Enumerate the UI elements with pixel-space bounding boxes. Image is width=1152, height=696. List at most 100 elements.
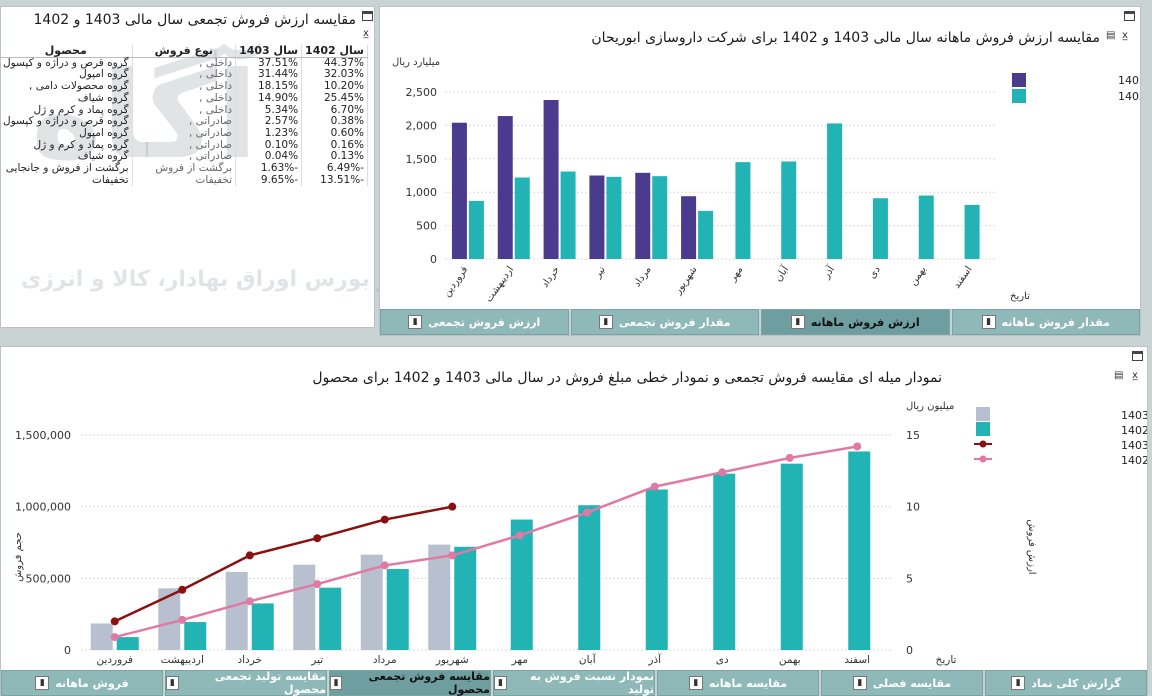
x-axis-label: تاریخ — [936, 654, 957, 666]
bar — [497, 116, 513, 259]
monthly-value-chart: میلیارد ریال 0 500 1,000 1,500 2,000 2,500 فرور… — [392, 57, 1140, 304]
cell-product: گروه پماد و کرم و ژل — [0, 104, 133, 117]
table-row[interactable]: 10.20% 18.15% داخلی , گروه محصولات دامی , — [0, 80, 368, 93]
line-point — [245, 597, 254, 606]
x-tick-label: شهریور — [435, 654, 469, 666]
maximize-icon[interactable] — [1132, 351, 1143, 361]
table-row[interactable]: 32.03% 31.44% داخلی , گروه امپول — [0, 69, 368, 82]
tab-label: مقایسه تولید تجمعی محصول — [214, 670, 326, 696]
line-point — [785, 453, 794, 462]
tab-0[interactable]: مقدار فروش ماهانه ▮ — [951, 309, 1140, 335]
bar — [735, 162, 751, 259]
cell-1402: 10.20% — [301, 80, 368, 93]
cell-product: گروه امپول — [0, 69, 133, 82]
table-row[interactable]: -13.51% -9.65% تخفیفات تخفیفات — [0, 174, 368, 187]
bar — [158, 588, 181, 650]
table-row[interactable]: 0.38% 2.57% صادراتی , گروه قرص و دراژه و کپ… — [0, 116, 368, 128]
tab-0[interactable]: گزارش کلی نماد ▮ — [985, 670, 1147, 696]
tab-label: مقدار فروش تجمعی — [618, 315, 731, 329]
tab-1[interactable]: ارزش فروش ماهانه ▮ — [761, 309, 950, 335]
bar — [872, 198, 888, 259]
bar — [713, 473, 736, 650]
x-tick-label: دی — [716, 654, 729, 666]
legend-label: حجم فروش تجمعی 1402 — [1121, 424, 1147, 437]
tab-6[interactable]: فروش ماهانه ▮ — [1, 670, 163, 696]
export-icon[interactable]: x̲ — [363, 28, 369, 39]
legend-label: ارزش فروش تجمعی 1403 — [1121, 439, 1147, 452]
col-header-type[interactable]: نوع فروش — [132, 45, 237, 58]
table-row[interactable]: 0.60% 1.23% صادراتی , گروه امپول — [0, 127, 368, 140]
cell-type: صادراتی , — [132, 139, 237, 152]
maximize-icon[interactable] — [362, 11, 373, 21]
cell-1402: 25.45% — [301, 92, 368, 105]
table-row[interactable]: 0.13% 0.04% صادراتی , گروه شیاف — [0, 151, 368, 164]
tab-4[interactable]: مقایسه فروش تجمعی محصول ▮ — [329, 670, 491, 696]
tab-2[interactable]: مقایسه ماهانه ▮ — [657, 670, 819, 696]
tab-label: مقایسه فروش تجمعی محصول — [368, 670, 490, 696]
export-icon[interactable]: x̲ — [1132, 370, 1138, 381]
line-point — [245, 551, 254, 560]
bar — [360, 554, 383, 650]
tab-3[interactable]: ارزش فروش تجمعی ▮ — [380, 309, 569, 335]
bar — [543, 100, 559, 260]
table-row[interactable]: 6.70% 5.34% داخلی , گروه پماد و کرم و ژل — [0, 104, 368, 117]
cell-type: صادراتی , — [132, 151, 237, 164]
print-icon[interactable]: ▤ — [1114, 370, 1124, 381]
tab-label: فروش ماهانه — [55, 676, 129, 690]
cell-1403: 2.57% — [235, 116, 303, 128]
bar — [225, 571, 248, 650]
bar — [510, 519, 533, 650]
x-tick-label: اسفند — [951, 264, 974, 290]
y-tick-label: 1,500 — [406, 153, 438, 166]
print-icon[interactable]: ▤ — [1106, 30, 1116, 41]
bar — [454, 546, 477, 650]
cell-1402: 0.60% — [301, 127, 368, 140]
panel-title: نمودار میله ای مقایسه فروش تجمعی و نمودا… — [312, 370, 942, 386]
bar — [293, 564, 316, 650]
legend-swatch — [979, 440, 987, 448]
x-tick-label: دی — [867, 264, 883, 280]
export-icon[interactable]: x̲ — [1122, 30, 1128, 41]
chart-icon: ▮ — [166, 676, 179, 690]
panel-title: مقایسه ارزش فروش ماهانه سال مالی 1403 و … — [591, 30, 1100, 46]
tab-label: گزارش کلی نماد — [1031, 676, 1121, 690]
chart-icon: ▮ — [494, 676, 507, 690]
table-row[interactable]: 44.37% 37.51% داخلی , گروه قرص و دراژه و کپ… — [0, 57, 368, 70]
cell-type: داخلی , — [132, 69, 237, 82]
cell-1402: -13.51% — [301, 174, 368, 187]
line-point — [718, 468, 727, 477]
y2-tick-label: 0 — [906, 644, 913, 657]
chart-icon: ▮ — [1011, 676, 1026, 690]
table-row[interactable]: 25.45% 14.90% داخلی , گروه شیاف — [0, 92, 368, 105]
tab-5[interactable]: مقایسه تولید تجمعی محصول ▮ — [165, 670, 327, 696]
line-point — [178, 585, 187, 594]
legend-label: ارزش فروش تجمعی 1402 — [1121, 454, 1147, 467]
tab-2[interactable]: مقدار فروش تجمعی ▮ — [570, 309, 759, 335]
col-header-1402[interactable]: سال 1402 — [301, 45, 368, 58]
series-line — [114, 505, 453, 623]
bar — [848, 451, 871, 650]
share-table: سال 1402 سال 1403 نوع فروش محصول 44.37% 3… — [0, 45, 368, 187]
cell-1403: 37.51% — [235, 57, 303, 70]
col-header-1403[interactable]: سال 1403 — [235, 45, 303, 58]
x-tick-label: شهریور — [672, 264, 700, 297]
bar — [251, 603, 274, 650]
line-point — [515, 531, 524, 540]
col-header-product[interactable]: محصول — [0, 45, 133, 58]
table-row[interactable]: 0.16% 0.10% صادراتی , گروه پماد و کرم و ژل — [0, 139, 368, 152]
tab-3[interactable]: نمودار نسبت فروش به تولید ▮ — [493, 670, 655, 696]
cell-1403: -1.63% — [235, 162, 303, 175]
cell-product: گروه قرص و دراژه و کپسول — [0, 116, 133, 128]
line-point — [313, 534, 322, 543]
tab-label: ارزش فروش تجمعی — [428, 315, 541, 329]
y-tick-label: 1,000 — [406, 186, 438, 199]
legend-swatch — [976, 407, 990, 421]
x-tick-label: فروردین — [441, 264, 470, 299]
maximize-icon[interactable] — [1124, 11, 1135, 21]
table-row[interactable]: -6.49% -1.63% برگشت از فروش برگشت از فروش و… — [0, 162, 368, 175]
bar — [90, 623, 113, 650]
tab-1[interactable]: مقایسه فصلی ▮ — [821, 670, 983, 696]
y2-tick-label: 15 — [906, 429, 920, 442]
cell-1403: -9.65% — [235, 174, 303, 187]
legend-swatch — [979, 455, 987, 463]
